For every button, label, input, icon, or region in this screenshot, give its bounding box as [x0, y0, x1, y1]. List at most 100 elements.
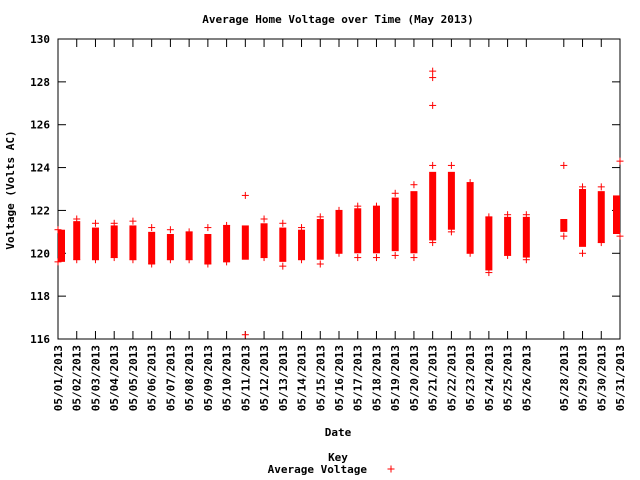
voltage-point [204, 224, 212, 232]
x-tick-label: 05/19/2013 [389, 345, 402, 411]
voltage-box [504, 216, 512, 256]
voltage-point [298, 256, 306, 264]
voltage-point [466, 249, 474, 257]
plot-frame [57, 38, 621, 340]
y-tick-label: 128 [30, 76, 50, 89]
voltage-point [335, 249, 343, 257]
x-tick-label: 05/12/2013 [258, 345, 271, 411]
y-tick-label: 118 [30, 290, 50, 303]
voltage-point [522, 256, 530, 264]
legend-title: Key [328, 451, 348, 464]
x-tick-label: 05/21/2013 [427, 345, 440, 411]
legend-marker-plus [387, 465, 395, 473]
voltage-point [447, 161, 455, 169]
x-tick-label: 05/24/2013 [483, 345, 496, 411]
x-tick-label: 05/29/2013 [577, 345, 590, 411]
voltage-point [354, 202, 362, 210]
voltage-box [241, 225, 249, 260]
y-tick-label: 122 [30, 204, 50, 217]
voltage-box [560, 219, 568, 232]
voltage-point [316, 213, 324, 221]
voltage-point [110, 254, 118, 262]
legend-entry-average-voltage: Average Voltage [268, 463, 368, 476]
voltage-point [579, 249, 587, 257]
x-tick-label: 05/16/2013 [333, 345, 346, 411]
voltage-box [166, 234, 174, 260]
x-tick-label: 05/03/2013 [89, 345, 102, 411]
voltage-point [410, 181, 418, 189]
voltage-point [166, 226, 174, 234]
voltage-point [260, 215, 268, 223]
voltage-point [73, 256, 81, 264]
voltage-point [429, 239, 437, 247]
voltage-point [54, 258, 62, 266]
x-tick-label: 05/22/2013 [445, 345, 458, 411]
voltage-point [597, 239, 605, 247]
x-tick-label: 05/04/2013 [108, 345, 121, 411]
voltage-box [148, 231, 156, 264]
voltage-box [316, 219, 324, 260]
voltage-point [148, 260, 156, 268]
voltage-point [579, 183, 587, 191]
voltage-box [485, 216, 493, 271]
voltage-box [335, 210, 343, 254]
voltage-point [391, 251, 399, 259]
voltage-point [185, 228, 193, 236]
voltage-box [522, 216, 530, 258]
x-tick-label: 05/26/2013 [520, 345, 533, 411]
voltage-point [560, 232, 568, 240]
x-tick-label: 05/30/2013 [595, 345, 608, 411]
voltage-point [129, 256, 137, 264]
voltage-point [335, 206, 343, 214]
voltage-point [223, 221, 231, 229]
voltage-point [54, 226, 62, 234]
x-tick-label: 05/31/2013 [614, 345, 627, 411]
x-axis-label: Date [325, 426, 352, 439]
x-tick-label: 05/02/2013 [71, 345, 84, 411]
y-tick-label: 120 [30, 247, 50, 260]
x-tick-label: 05/10/2013 [221, 345, 234, 411]
series-average-voltage [54, 67, 624, 339]
x-tick-label: 05/18/2013 [370, 345, 383, 411]
voltage-point [148, 224, 156, 232]
voltage-point [597, 183, 605, 191]
x-tick-label: 05/14/2013 [296, 345, 309, 411]
voltage-point [185, 256, 193, 264]
x-tick-label: 05/20/2013 [408, 345, 421, 411]
voltage-point [91, 256, 99, 264]
chart-title: Average Home Voltage over Time (May 2013… [202, 13, 474, 26]
voltage-box [447, 171, 455, 230]
voltage-box [260, 223, 268, 258]
voltage-point [166, 256, 174, 264]
voltage-point [429, 74, 437, 82]
y-axis-label: Voltage (Volts AC) [4, 130, 17, 249]
voltage-point [410, 254, 418, 262]
x-tick-label: 05/05/2013 [127, 345, 140, 411]
x-tick-label: 05/01/2013 [52, 345, 65, 411]
voltage-point [429, 67, 437, 75]
voltage-box [391, 197, 399, 252]
y-axis: 116 118 120 122 124 126 128 130 [30, 33, 620, 346]
voltage-point [522, 211, 530, 219]
voltage-point [504, 251, 512, 259]
voltage-point [298, 224, 306, 232]
voltage-point [279, 219, 287, 227]
voltage-point [241, 331, 249, 339]
voltage-box [129, 225, 137, 260]
x-tick-label: 05/06/2013 [146, 345, 159, 411]
voltage-box [372, 206, 380, 254]
legend-plus-icon [387, 465, 395, 473]
x-axis: 05/01/2013 05/02/2013 05/03/2013 05/04/2013… [52, 39, 627, 411]
voltage-point [429, 161, 437, 169]
voltage-box [466, 182, 474, 254]
voltage-point [504, 211, 512, 219]
voltage-point [485, 269, 493, 277]
voltage-point [354, 254, 362, 262]
x-tick-label: 05/17/2013 [352, 345, 365, 411]
x-tick-label: 05/23/2013 [464, 345, 477, 411]
voltage-point [616, 232, 624, 240]
voltage-point [372, 254, 380, 262]
x-tick-label: 05/09/2013 [202, 345, 215, 411]
voltage-box [73, 221, 81, 260]
voltage-point [260, 254, 268, 262]
